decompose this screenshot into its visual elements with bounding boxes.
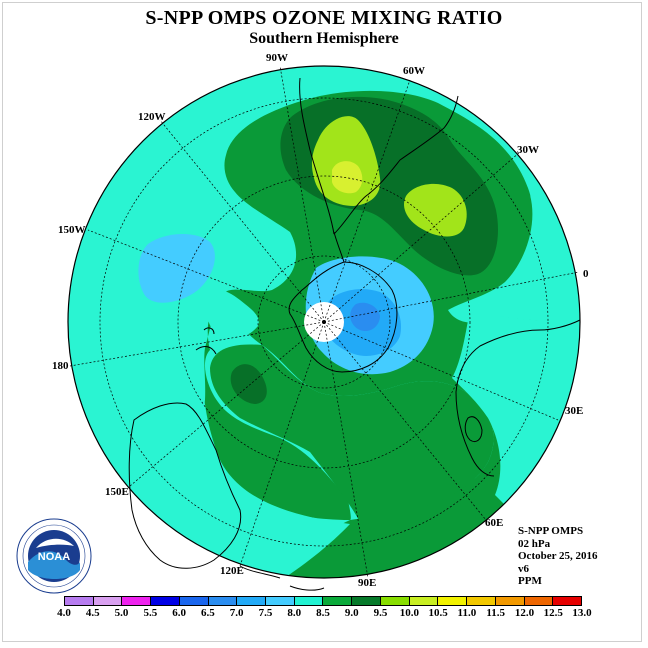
colorbar-tick-label: 6.5 [201, 607, 215, 619]
colorbar-tick-label: 7.0 [229, 607, 244, 619]
lon-label-120e: 120E [220, 565, 244, 577]
meridian-120e [239, 321, 325, 567]
contour-band-8-0-cut-south-atlantic [448, 195, 580, 323]
africa-coastline [455, 319, 581, 477]
contour-band-6-5-pole [350, 302, 380, 332]
meridian-60e [323, 321, 487, 521]
info-instrument: S-NPP OMPS [518, 525, 584, 537]
colorbar-tick-label: 10.5 [428, 607, 448, 619]
colorbar-cell [352, 597, 381, 605]
noaa-logo-text: NOAA [38, 551, 70, 563]
colorbar-cell [65, 597, 94, 605]
colorbar-cell [524, 597, 554, 605]
noaa-logo: NOAA [16, 518, 92, 594]
colorbar-cell [438, 597, 468, 605]
meridian-90e [323, 321, 369, 579]
info-date: October 25, 2016 [518, 550, 598, 562]
colorbar-tick-label: 9.5 [373, 607, 388, 619]
madagascar-coastline [464, 416, 483, 443]
colorbar-cell [495, 597, 525, 605]
info-version: v6 [518, 562, 529, 575]
info-block: S-NPP OMPS 02 hPa October 25, 2016 v6 PP… [518, 525, 598, 588]
colorbar-tick-label: 9.0 [344, 607, 359, 619]
colorbar-cell [323, 597, 353, 605]
meridian-90w [279, 65, 325, 323]
colorbar-tick-label: 7.5 [258, 607, 273, 619]
lon-label-60w: 60W [403, 65, 425, 77]
colorbar-cell [266, 597, 295, 605]
latitude-circle-80 [257, 255, 391, 389]
colorbar-tick-label: 12.5 [543, 607, 563, 619]
map-boundary [67, 65, 581, 579]
figure-frame [2, 2, 642, 642]
lon-label-150w: 150W [58, 224, 86, 236]
colorbar-tick-label: 8.5 [316, 607, 330, 619]
colorbar-cell [409, 597, 439, 605]
lon-label-60e: 60E [485, 517, 504, 529]
colorbar-cell [380, 597, 410, 605]
colorbar-tick-label: 8.0 [287, 607, 302, 619]
south-america-coastline [299, 77, 459, 235]
colorbar-cell [294, 597, 324, 605]
colorbar-cell [208, 597, 238, 605]
meridian-180 [69, 321, 325, 367]
meridian-120w [159, 119, 325, 323]
new-zealand-coastline [195, 327, 217, 355]
chart-subtitle: Southern Hemisphere [249, 30, 399, 47]
australia-coastline [128, 402, 242, 569]
contour-band-10-0 [332, 161, 363, 194]
colorbar-tick-label: 5.0 [114, 607, 129, 619]
colorbar-tick-label: 11.5 [486, 607, 505, 619]
latitude-circle-40 [99, 97, 549, 547]
meridian-0-180 [323, 271, 580, 323]
contour-band-9-5-right [404, 183, 467, 237]
colorbar-tick-label: 13.0 [572, 607, 592, 619]
colorbar-tick-label: 6.0 [172, 607, 186, 619]
lon-label-120w: 120W [138, 111, 166, 123]
contour-band-9-5-left [311, 116, 381, 206]
lon-label-0: 0 [583, 268, 589, 280]
colorbar-tick-label: 12.0 [514, 607, 535, 619]
lon-label-30w: 30W [517, 144, 539, 156]
chart-title: S-NPP OMPS OZONE MIXING RATIO [145, 7, 503, 29]
colorbar-labels: 4.0 4.5 5.0 5.5 6.0 6.5 7.0 7.5 8.0 8.5 9.0 9.5 10.0… [57, 607, 592, 621]
colorbar-cell [179, 597, 209, 605]
colorbar-cell [237, 597, 267, 605]
contour-band-7-5-pacific [138, 233, 215, 303]
meridian-60w [323, 79, 411, 323]
colorbar-tick-label: 11.0 [457, 607, 477, 619]
contour-band-9-0-south [230, 364, 267, 404]
contour-band-8-5-plume [210, 344, 494, 522]
meridian-30w [323, 151, 521, 323]
colorbar-cell [467, 597, 496, 605]
colorbar-tick-label: 5.5 [143, 607, 158, 619]
indonesia-coastline [239, 565, 325, 591]
colorbar-cell [151, 597, 180, 605]
info-pressure: 02 hPa [518, 537, 551, 550]
colorbar-cell [122, 597, 152, 605]
coastlines [128, 77, 581, 591]
lon-label-180: 180 [52, 360, 69, 372]
latitude-circle-60 [177, 175, 471, 469]
info-units: PPM [518, 575, 542, 587]
graticule [69, 65, 580, 579]
lon-label-30e: 30E [565, 405, 584, 417]
contour-band-8-0-cut-west [206, 289, 259, 339]
lon-label-90w: 90W [266, 52, 288, 64]
lon-label-90e: 90E [358, 577, 377, 589]
colorbar-cell [553, 597, 581, 605]
colorbar-tick-label: 10.0 [399, 607, 419, 619]
colorbar-tick-label: 4.5 [85, 607, 100, 619]
colorbar-cell [93, 597, 123, 605]
antarctica-coastline [288, 261, 398, 373]
colorbar [64, 596, 582, 606]
colorbar-tick-label: 4.0 [57, 607, 71, 619]
lon-label-150e: 150E [105, 486, 129, 498]
contour-band-8-0-cut-pacific [68, 100, 350, 578]
